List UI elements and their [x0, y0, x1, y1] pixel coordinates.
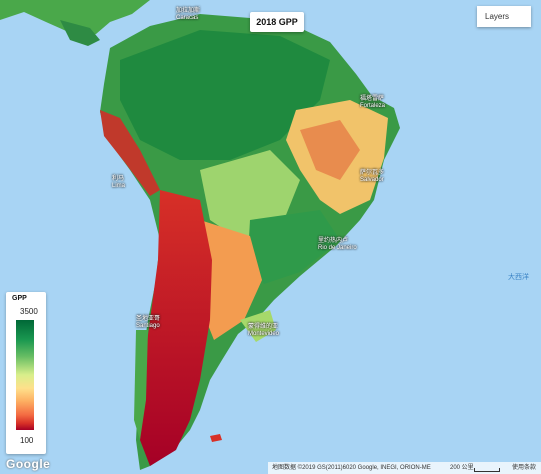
dry-core	[300, 120, 360, 180]
uruguay-region	[240, 310, 276, 342]
andes-patagonia	[140, 190, 212, 466]
label-lima: 利马 Lima	[112, 176, 126, 189]
label-atlantic: 大西洋	[508, 274, 529, 281]
legend-title: GPP	[12, 295, 27, 302]
panama	[60, 20, 100, 46]
label-rio: 里约热内卢 Rio de Janeiro	[318, 238, 357, 251]
central-america	[0, 0, 150, 38]
falklands	[210, 434, 222, 442]
label-montevideo: 蒙得维的亚 Montevideo	[248, 324, 280, 337]
peru-coast	[100, 110, 160, 196]
layers-button[interactable]: Layers	[477, 6, 531, 27]
map-title: 2018 GPP	[250, 12, 304, 32]
label-salvador: 萨尔瓦多 Salvador	[360, 170, 385, 183]
attribution-bar: 地图数据 ©2019 GS(2011)6020 Google, INEGI, O…	[268, 462, 541, 474]
legend-color-bar	[16, 320, 34, 430]
amazon-region	[120, 30, 330, 160]
gpp-legend: GPP 3500 100	[6, 292, 46, 454]
scale-bar	[474, 468, 500, 472]
label-caracas: 加拉加斯 Caracas	[176, 8, 201, 21]
google-logo: Google	[6, 457, 51, 471]
legend-max: 3500	[20, 307, 38, 316]
map-data-attribution[interactable]: 地图数据 ©2019 GS(2011)6020 Google, INEGI, O…	[272, 465, 431, 471]
atlantic-forest	[248, 210, 340, 284]
scale-label[interactable]: 200 公里	[450, 465, 474, 471]
legend-min: 100	[20, 436, 34, 445]
terms-link[interactable]: 使用条款	[512, 465, 537, 471]
chile-forest	[134, 330, 148, 440]
label-fortaleza: 福塔雷萨 Fortaleza	[360, 96, 386, 109]
label-santiago: 圣地亚哥 Santiago	[136, 316, 161, 329]
